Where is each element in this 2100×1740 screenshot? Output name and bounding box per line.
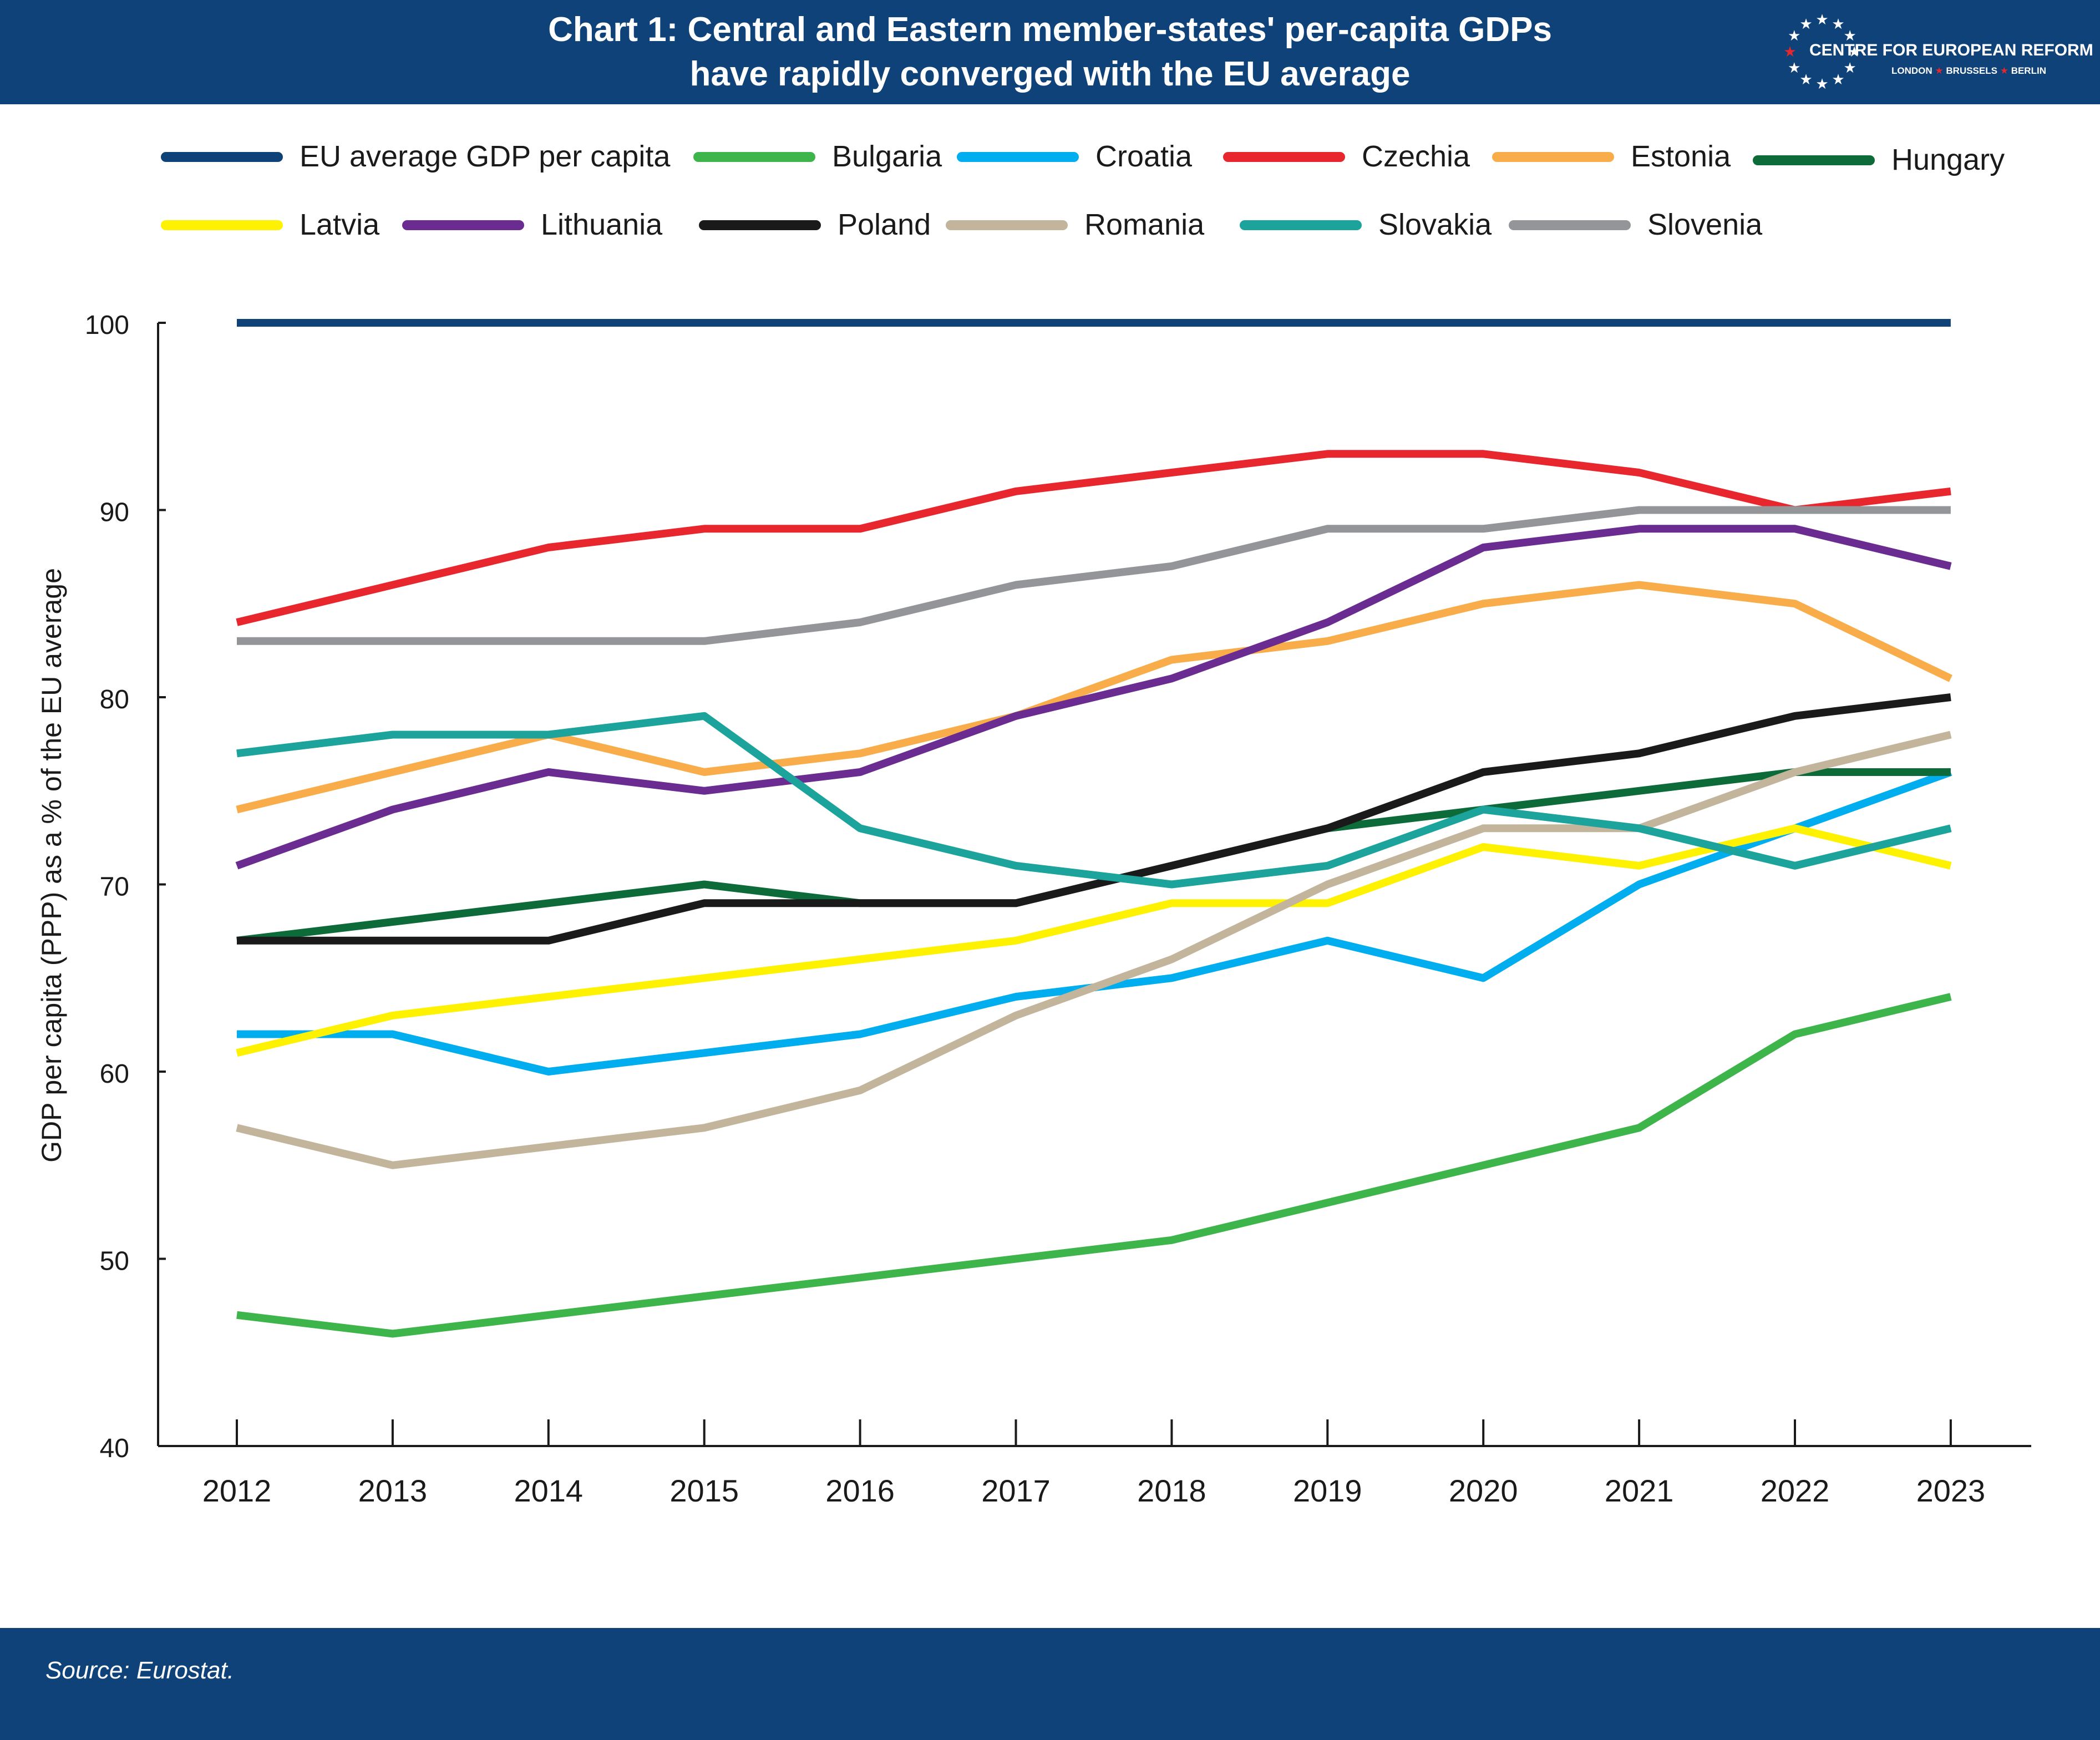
logo-city-berlin: BERLIN xyxy=(2011,65,2046,76)
chart-footer: Source: Eurostat. xyxy=(0,1628,2100,1740)
logo-star-icon: ★ xyxy=(1783,44,1796,60)
legend-label: Slovenia xyxy=(1647,208,1763,241)
logo-name: CENTRE FOR EUROPEAN REFORM xyxy=(1809,41,2093,59)
chart-title-line-2: have rapidly converged with the EU avera… xyxy=(689,55,1411,93)
legend-label: Czechia xyxy=(1362,140,1470,173)
legend-label: Lithuania xyxy=(541,208,663,241)
legend-swatch xyxy=(1753,155,1875,165)
legend-swatch xyxy=(161,152,283,162)
logo-star-icon: ★ xyxy=(1844,28,1856,44)
chart-title: Chart 1: Central and Eastern member-stat… xyxy=(0,8,2100,97)
y-tick-label: 50 xyxy=(100,1247,129,1276)
series-line-slovakia xyxy=(236,712,1952,889)
legend-swatch xyxy=(1492,152,1614,162)
legend-label: Hungary xyxy=(1891,143,2005,176)
logo-star-icon: ★ xyxy=(1799,72,1812,88)
chart-title-line-1: Chart 1: Central and Eastern member-stat… xyxy=(548,11,1552,49)
legend-swatch xyxy=(957,152,1079,162)
series-line-czechia xyxy=(236,450,1951,626)
x-tick-label: 2012 xyxy=(202,1473,272,1508)
legend-swatch xyxy=(1509,220,1631,230)
legend-label: Slovakia xyxy=(1378,208,1492,241)
legend-swatch xyxy=(946,220,1068,230)
series-line-latvia xyxy=(236,824,1952,1057)
x-tick-label: 2013 xyxy=(358,1473,428,1508)
line-chart: 40 50 60 70 80 90 100 2012 2013 2014 2015 2016 2017 2… xyxy=(36,311,2031,1508)
logo-star-icon: ★ xyxy=(1815,12,1828,28)
logo-star-icon: ★ xyxy=(1844,60,1856,77)
logo-star-icon: ★ xyxy=(1788,28,1800,44)
y-tick-label: 90 xyxy=(100,498,129,527)
x-tick-label: 2014 xyxy=(514,1473,584,1508)
logo-star-icon: ★ xyxy=(1788,60,1800,77)
logo-star-icon: ★ xyxy=(1832,72,1844,88)
legend-swatch xyxy=(1240,220,1362,230)
x-tick-label: 2019 xyxy=(1293,1473,1362,1508)
series-line-slovenia xyxy=(237,506,1951,645)
logo-star-icon: ★ xyxy=(1848,44,1860,60)
y-tick-label: 40 xyxy=(100,1434,129,1463)
legend-swatch xyxy=(693,152,815,162)
legend-label: Poland xyxy=(838,208,931,241)
x-tick-label: 2016 xyxy=(825,1473,895,1508)
legend-swatch xyxy=(1223,152,1345,162)
eu-stars-icon: ★ ★★★★★★★★★★★ xyxy=(1783,12,1860,93)
y-tick-label: 80 xyxy=(100,685,129,714)
cer-logo: ★ ★ ★ ★ ★ ★ ★ ★ ★ ★ ★ ★ CENTRE FOR EUROPEAN REFORM … xyxy=(1781,10,2093,93)
y-tick-label: 100 xyxy=(85,311,129,340)
x-tick-label: 2022 xyxy=(1761,1473,1830,1508)
legend-label: Romania xyxy=(1084,208,1205,241)
series-line-bulgaria xyxy=(236,993,1952,1338)
series-line-poland xyxy=(237,693,1951,945)
legend-label: Bulgaria xyxy=(832,140,942,173)
city-separator-star-icon: ★ xyxy=(1935,65,1944,76)
logo-cities: LONDON ★ BRUSSELS ★ BERLIN xyxy=(1891,65,2046,77)
legend-label: Croatia xyxy=(1095,140,1193,173)
series-line-lithuania xyxy=(235,525,1952,870)
x-tick-label: 2018 xyxy=(1137,1473,1206,1508)
legend-swatch xyxy=(699,220,821,230)
source-note: Source: Eurostat. xyxy=(45,1657,234,1684)
series-line-estonia xyxy=(236,581,1952,814)
legend-swatch xyxy=(161,220,283,230)
logo-star-icon: ★ xyxy=(1815,76,1828,93)
city-separator-star-icon: ★ xyxy=(2000,65,2008,76)
x-tick-label: 2023 xyxy=(1916,1473,1986,1508)
legend-label: Latvia xyxy=(300,208,380,241)
x-tick-label: 2020 xyxy=(1449,1473,1518,1508)
series-line-romania xyxy=(236,731,1952,1169)
logo-city-london: LONDON xyxy=(1891,65,1932,76)
y-tick-label: 70 xyxy=(100,872,129,902)
y-tick-label: 60 xyxy=(100,1059,129,1089)
chart-legend: EU average GDP per capita Bulgaria Croatia… xyxy=(0,128,2100,255)
legend-label: Estonia xyxy=(1631,140,1731,173)
logo-city-brussels: BRUSSELS xyxy=(1946,65,1997,76)
x-tick-label: 2021 xyxy=(1605,1473,1674,1508)
x-tick-label: 2015 xyxy=(669,1473,739,1508)
logo-star-icon: ★ xyxy=(1799,16,1812,33)
legend-swatch xyxy=(402,220,524,230)
logo-star-icon: ★ xyxy=(1832,16,1844,33)
y-axis-label: GDP per capita (PPP) as a % of the EU av… xyxy=(36,568,67,1163)
x-tick-label: 2017 xyxy=(981,1473,1051,1508)
chart-header: Chart 1: Central and Eastern member-stat… xyxy=(0,0,2100,104)
legend-label: EU average GDP per capita xyxy=(300,140,671,173)
